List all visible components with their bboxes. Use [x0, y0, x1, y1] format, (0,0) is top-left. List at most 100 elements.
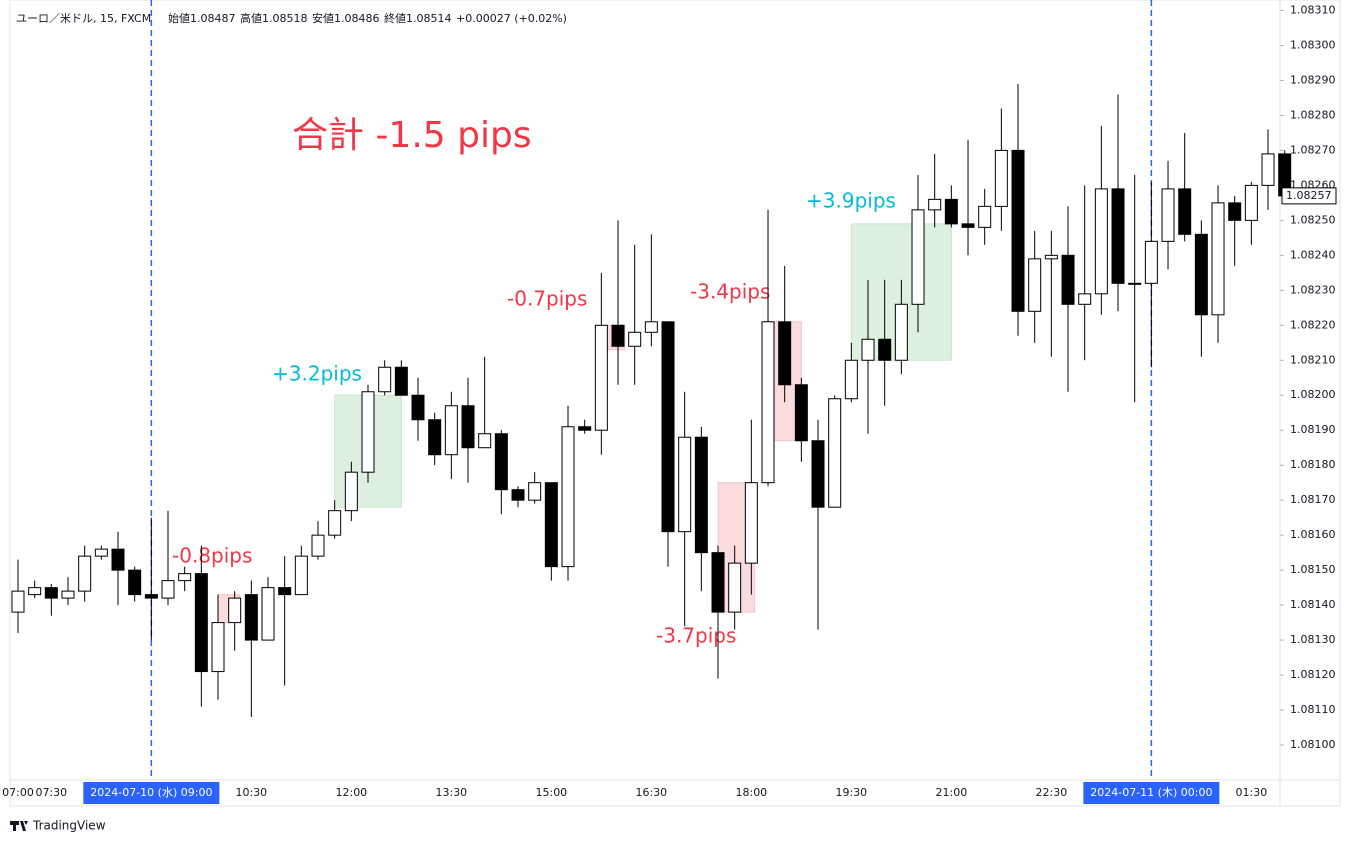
trade-label: -3.7pips	[656, 624, 736, 648]
candle-body	[28, 587, 42, 596]
candle-body	[1244, 184, 1258, 221]
candle-body	[261, 587, 275, 641]
candle-body	[611, 324, 625, 347]
candle-body	[361, 391, 375, 473]
y-tick-label: 1.08190	[1290, 423, 1336, 436]
candle-body	[778, 321, 792, 386]
x-tick-label: 07:00	[2, 786, 34, 799]
y-tick-label: 1.08310	[1290, 3, 1336, 16]
candle-body	[94, 548, 108, 557]
y-tick-label: 1.08280	[1290, 108, 1336, 121]
candle-body	[644, 321, 658, 333]
y-tick-label: 1.08100	[1290, 738, 1336, 751]
x-tick-label: 01:30	[1236, 786, 1268, 799]
open: 始値1.08487	[168, 11, 236, 25]
candle-body	[411, 394, 425, 421]
candle-body	[178, 573, 192, 582]
candle-body	[544, 482, 558, 568]
x-tick-label: 21:00	[936, 786, 968, 799]
candle-body	[944, 198, 958, 225]
candle-body	[128, 569, 142, 596]
candle-body	[794, 384, 808, 442]
x-tick-label: 22:30	[1036, 786, 1068, 799]
candle-body	[1261, 153, 1275, 186]
x-tick-label: 19:30	[835, 786, 867, 799]
candle-body	[278, 587, 292, 596]
candle-body	[728, 562, 742, 613]
candle-body	[861, 338, 875, 361]
candle-body	[928, 198, 942, 211]
x-label-highlight	[83, 782, 220, 804]
candle-body	[461, 405, 475, 449]
low: 安値1.08486	[312, 11, 380, 25]
trade-label: +3.2pips	[272, 362, 362, 386]
candle-body	[844, 359, 858, 400]
candle-body	[978, 205, 992, 228]
brand-name: TradingView	[32, 819, 106, 833]
candle-body	[1044, 254, 1058, 260]
y-tick-label: 1.08180	[1290, 458, 1336, 471]
y-tick-label: 1.08230	[1290, 283, 1336, 296]
y-tick-label: 1.08160	[1290, 528, 1336, 541]
candle-body	[1011, 149, 1025, 312]
candle-body	[228, 597, 242, 624]
high: 高値1.08518	[240, 11, 308, 25]
candle-body	[911, 209, 925, 305]
brand: TradingView	[10, 819, 106, 833]
candle-body	[678, 436, 692, 533]
chart-frame	[9, 0, 1341, 807]
candle-body	[111, 548, 125, 571]
candle-body	[294, 555, 308, 596]
trade-label: -3.4pips	[690, 280, 770, 304]
y-tick-label: 1.08240	[1290, 248, 1336, 261]
candle-body	[328, 510, 342, 536]
y-tick-label: 1.08250	[1290, 213, 1336, 226]
candle-body	[694, 436, 708, 554]
y-tick-label: 1.08300	[1290, 38, 1336, 51]
x-tick-label: 2024-07-10 (水) 09:00	[90, 786, 212, 799]
y-tick-label: 1.08270	[1290, 143, 1336, 156]
candle-body	[828, 398, 842, 508]
candle-body	[161, 580, 175, 599]
y-tick-label: 1.08140	[1290, 598, 1336, 611]
candle-body	[144, 594, 158, 599]
candle-body	[1094, 188, 1108, 295]
y-tick-label: 1.08170	[1290, 493, 1336, 506]
candle-body	[428, 419, 442, 456]
candle-body	[1028, 258, 1042, 312]
candle-body	[894, 303, 908, 361]
y-tick-label: 1.08150	[1290, 563, 1336, 576]
x-tick-label: 15:00	[535, 786, 567, 799]
candle-body	[594, 324, 608, 431]
x-tick-label: 16:30	[635, 786, 667, 799]
candle-body	[661, 321, 675, 533]
header: ユーロ／米ドル, 15, FXCM 始値1.08487 高値1.08518 安値…	[16, 11, 567, 25]
candle-body	[311, 534, 325, 557]
candle-body	[578, 426, 592, 431]
brand-logo	[10, 821, 28, 831]
trade-label: -0.7pips	[507, 287, 587, 311]
candle-body	[78, 555, 92, 592]
candle-body	[711, 552, 725, 613]
candle-body	[344, 471, 358, 512]
candle-body	[528, 482, 542, 501]
x-tick-label: 12:00	[335, 786, 367, 799]
x-label-highlight	[1083, 782, 1220, 804]
candle-body	[1161, 188, 1175, 242]
candle-body	[44, 587, 58, 599]
candle-body	[1144, 240, 1158, 284]
candle-body	[1061, 254, 1075, 305]
x-tick-label: 07:30	[35, 786, 67, 799]
candle-body	[1178, 188, 1192, 235]
last-price-box	[1281, 187, 1337, 205]
x-tick-label: 10:30	[235, 786, 267, 799]
candle-body	[1194, 233, 1208, 316]
candle-body	[878, 338, 892, 361]
y-tick-label: 1.08220	[1290, 318, 1336, 331]
candle-body	[1078, 293, 1092, 305]
y-tick-label: 1.08120	[1290, 668, 1336, 681]
candle-body	[244, 594, 258, 641]
trade-label: +3.9pips	[806, 189, 896, 213]
symbol: ユーロ／米ドル, 15, FXCM	[16, 12, 151, 25]
